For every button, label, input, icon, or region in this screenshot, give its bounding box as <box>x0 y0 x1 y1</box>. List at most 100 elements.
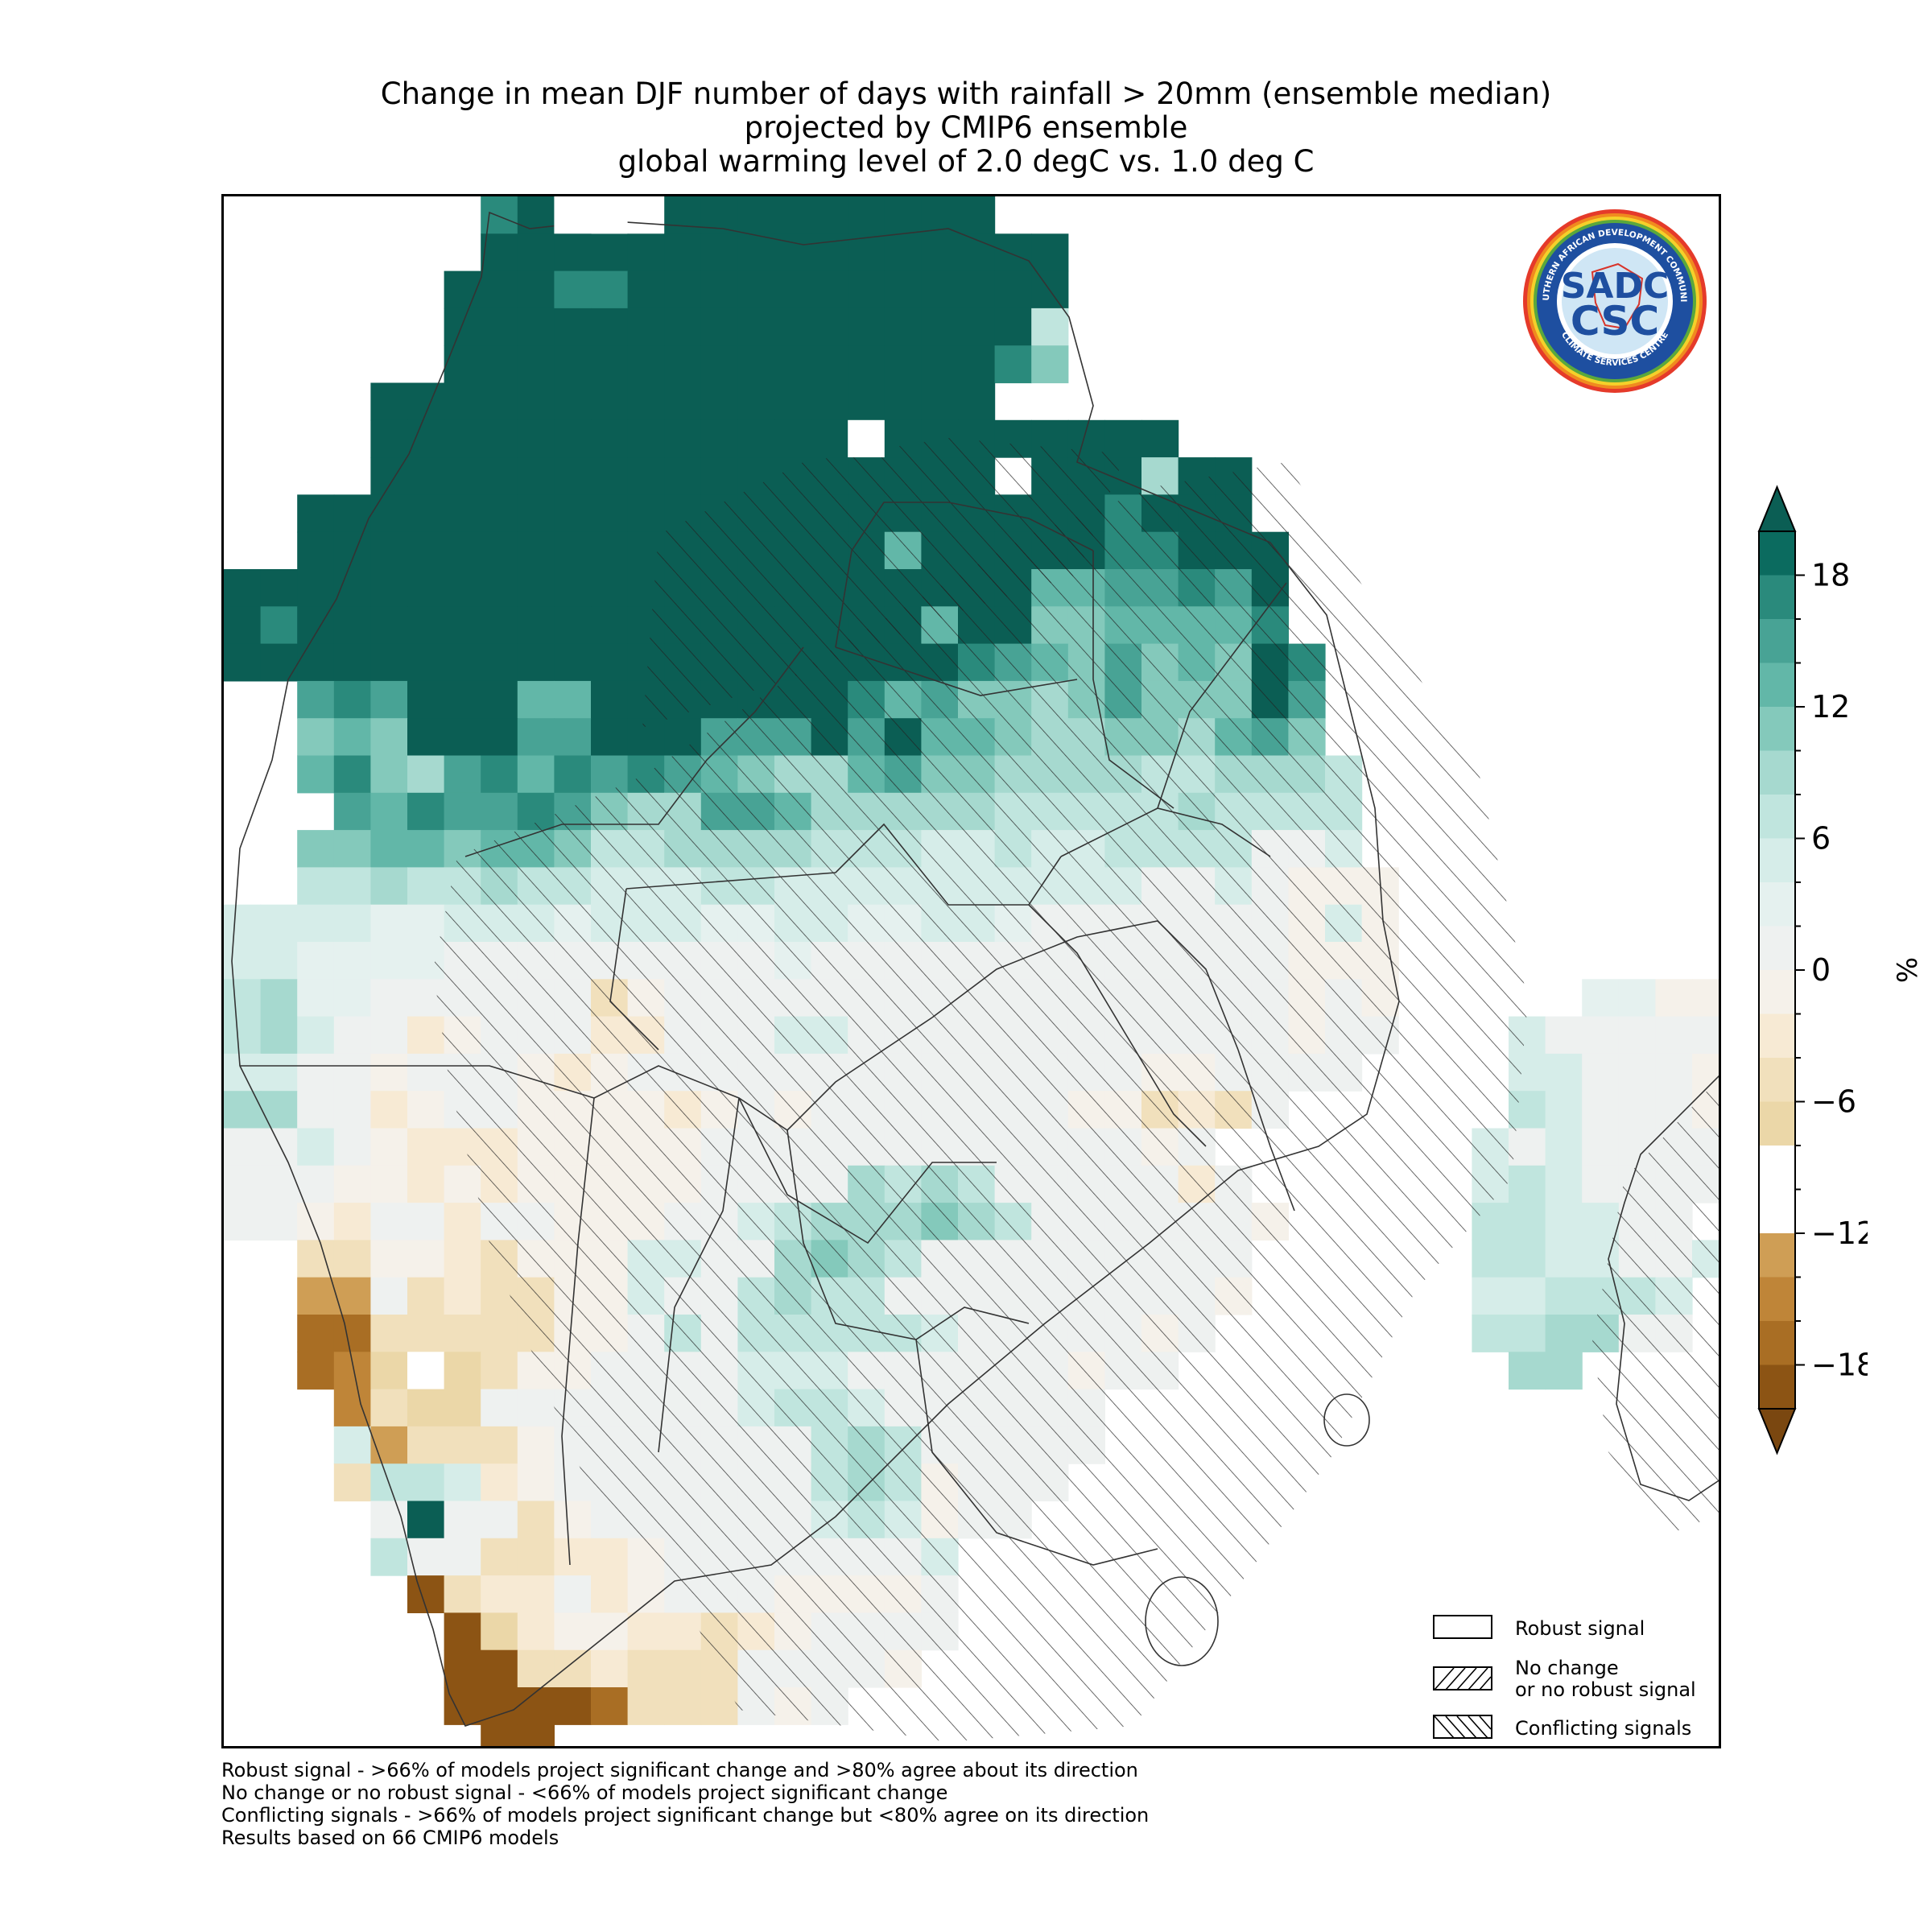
legend-label-conflicting: Conflicting signals <box>1515 1717 1692 1740</box>
map-cell <box>444 569 481 607</box>
map-cell <box>700 233 738 272</box>
map-cell <box>260 606 298 645</box>
map-cell <box>517 1389 555 1427</box>
map-cell <box>481 643 518 682</box>
map-cell <box>591 457 629 495</box>
map-cell <box>517 718 555 757</box>
map-cell <box>297 1091 335 1129</box>
map-cell <box>481 718 518 757</box>
legend-swatch-conflicting <box>1433 1715 1492 1739</box>
map-cell <box>444 270 481 309</box>
map-cell <box>1692 1016 1719 1055</box>
map-cell <box>554 270 592 309</box>
map-cell <box>333 904 371 943</box>
map-cell <box>994 345 1032 384</box>
map-cell <box>297 1315 335 1352</box>
map-cell <box>664 419 702 458</box>
map-cell <box>224 569 262 607</box>
map-cell <box>627 419 665 458</box>
map-cell <box>1031 308 1069 346</box>
footnote-robust: Robust signal - >66% of models project s… <box>221 1759 1138 1781</box>
colorbar-level <box>1759 619 1795 663</box>
colorbar-level <box>1759 926 1795 971</box>
map-cell <box>554 1575 592 1613</box>
map-cell <box>333 1128 371 1166</box>
map-cell <box>811 308 848 346</box>
map-cell <box>554 308 592 346</box>
map-cell <box>297 1016 335 1055</box>
sadc-csc-logo: SOUTHERN AFRICAN DEVELOPMENT COMMUNITY C… <box>1521 208 1707 393</box>
map-cell <box>333 494 371 533</box>
map-cell <box>1031 345 1069 384</box>
map-cell <box>554 606 592 645</box>
map-cell <box>407 1240 445 1278</box>
colorbar-level <box>1759 838 1795 883</box>
map-cell <box>1655 1016 1693 1055</box>
map-cell <box>370 1277 408 1315</box>
map-cell <box>444 1352 481 1390</box>
map-cell <box>517 643 555 682</box>
map-cell <box>297 830 335 868</box>
map-cell <box>333 1277 371 1315</box>
map-cell <box>370 382 408 421</box>
map-cell <box>224 1053 262 1092</box>
map-cell <box>370 1389 408 1427</box>
map-cell <box>884 270 922 309</box>
map-cell <box>848 233 886 272</box>
country-border <box>561 1097 595 1566</box>
map-cell <box>444 1687 481 1725</box>
colorbar-level <box>1759 1233 1795 1278</box>
map-cell <box>517 457 555 495</box>
map-cell <box>1509 1165 1546 1203</box>
map-cell <box>407 1538 445 1576</box>
map-cell <box>1545 1165 1583 1203</box>
map-cell <box>554 718 592 757</box>
map-cell <box>407 1389 445 1427</box>
map-cell <box>591 1649 629 1688</box>
map-cell <box>224 942 262 980</box>
map-cell <box>627 457 665 495</box>
map-cell <box>1582 1016 1620 1055</box>
map-cell <box>774 419 812 458</box>
map-cell <box>481 792 518 831</box>
map-cell <box>591 233 629 272</box>
map-cell <box>554 1538 592 1576</box>
map-cell <box>407 830 445 868</box>
map-cell <box>444 643 481 682</box>
map-cell <box>664 1649 702 1688</box>
map-cell <box>370 979 408 1018</box>
legend-label-no-change: No change or no robust signal <box>1515 1657 1696 1701</box>
map-cell <box>958 345 996 384</box>
map-cell <box>260 979 298 1018</box>
map-cell <box>737 196 775 234</box>
map-cell <box>481 1352 518 1390</box>
map-cell <box>370 1128 408 1166</box>
map-cell <box>444 1240 481 1278</box>
map-cell <box>921 270 959 309</box>
map-cell <box>333 1165 371 1203</box>
map-cell <box>774 345 812 384</box>
map-cell <box>774 382 812 421</box>
map-cell <box>1472 1315 1509 1352</box>
map-cell <box>1545 1277 1583 1315</box>
map-cell <box>224 1016 262 1055</box>
colorbar-unit: % <box>1892 956 1924 984</box>
country-outlines <box>231 211 1719 1727</box>
map-cell <box>370 680 408 719</box>
map-cell <box>297 680 335 719</box>
map-cell <box>297 531 335 570</box>
map-cell <box>848 382 886 421</box>
legend-label-no-change-2: or no robust signal <box>1515 1678 1696 1701</box>
map-cell <box>481 457 518 495</box>
country-border <box>1237 1049 1295 1212</box>
country-border <box>609 888 659 1051</box>
map-cell <box>517 1426 555 1464</box>
legend-label-no-change-1: No change <box>1515 1657 1619 1679</box>
map-cell <box>370 755 408 794</box>
map-cell <box>444 1501 481 1539</box>
map-cell <box>517 233 555 272</box>
map-cell <box>370 1240 408 1278</box>
map-cell <box>444 419 481 458</box>
map-cell <box>407 606 445 645</box>
map-cell <box>517 569 555 607</box>
